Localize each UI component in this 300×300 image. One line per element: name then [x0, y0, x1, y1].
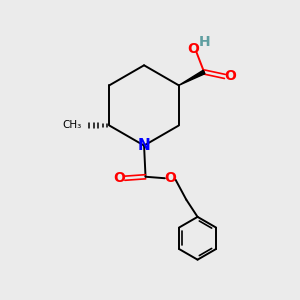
Text: N: N: [138, 138, 150, 153]
Text: H: H: [199, 35, 211, 49]
Text: O: O: [113, 171, 125, 185]
Text: O: O: [224, 69, 236, 83]
Text: O: O: [164, 171, 176, 185]
Polygon shape: [179, 70, 205, 85]
Text: O: O: [188, 42, 200, 56]
Text: CH₃: CH₃: [62, 121, 82, 130]
